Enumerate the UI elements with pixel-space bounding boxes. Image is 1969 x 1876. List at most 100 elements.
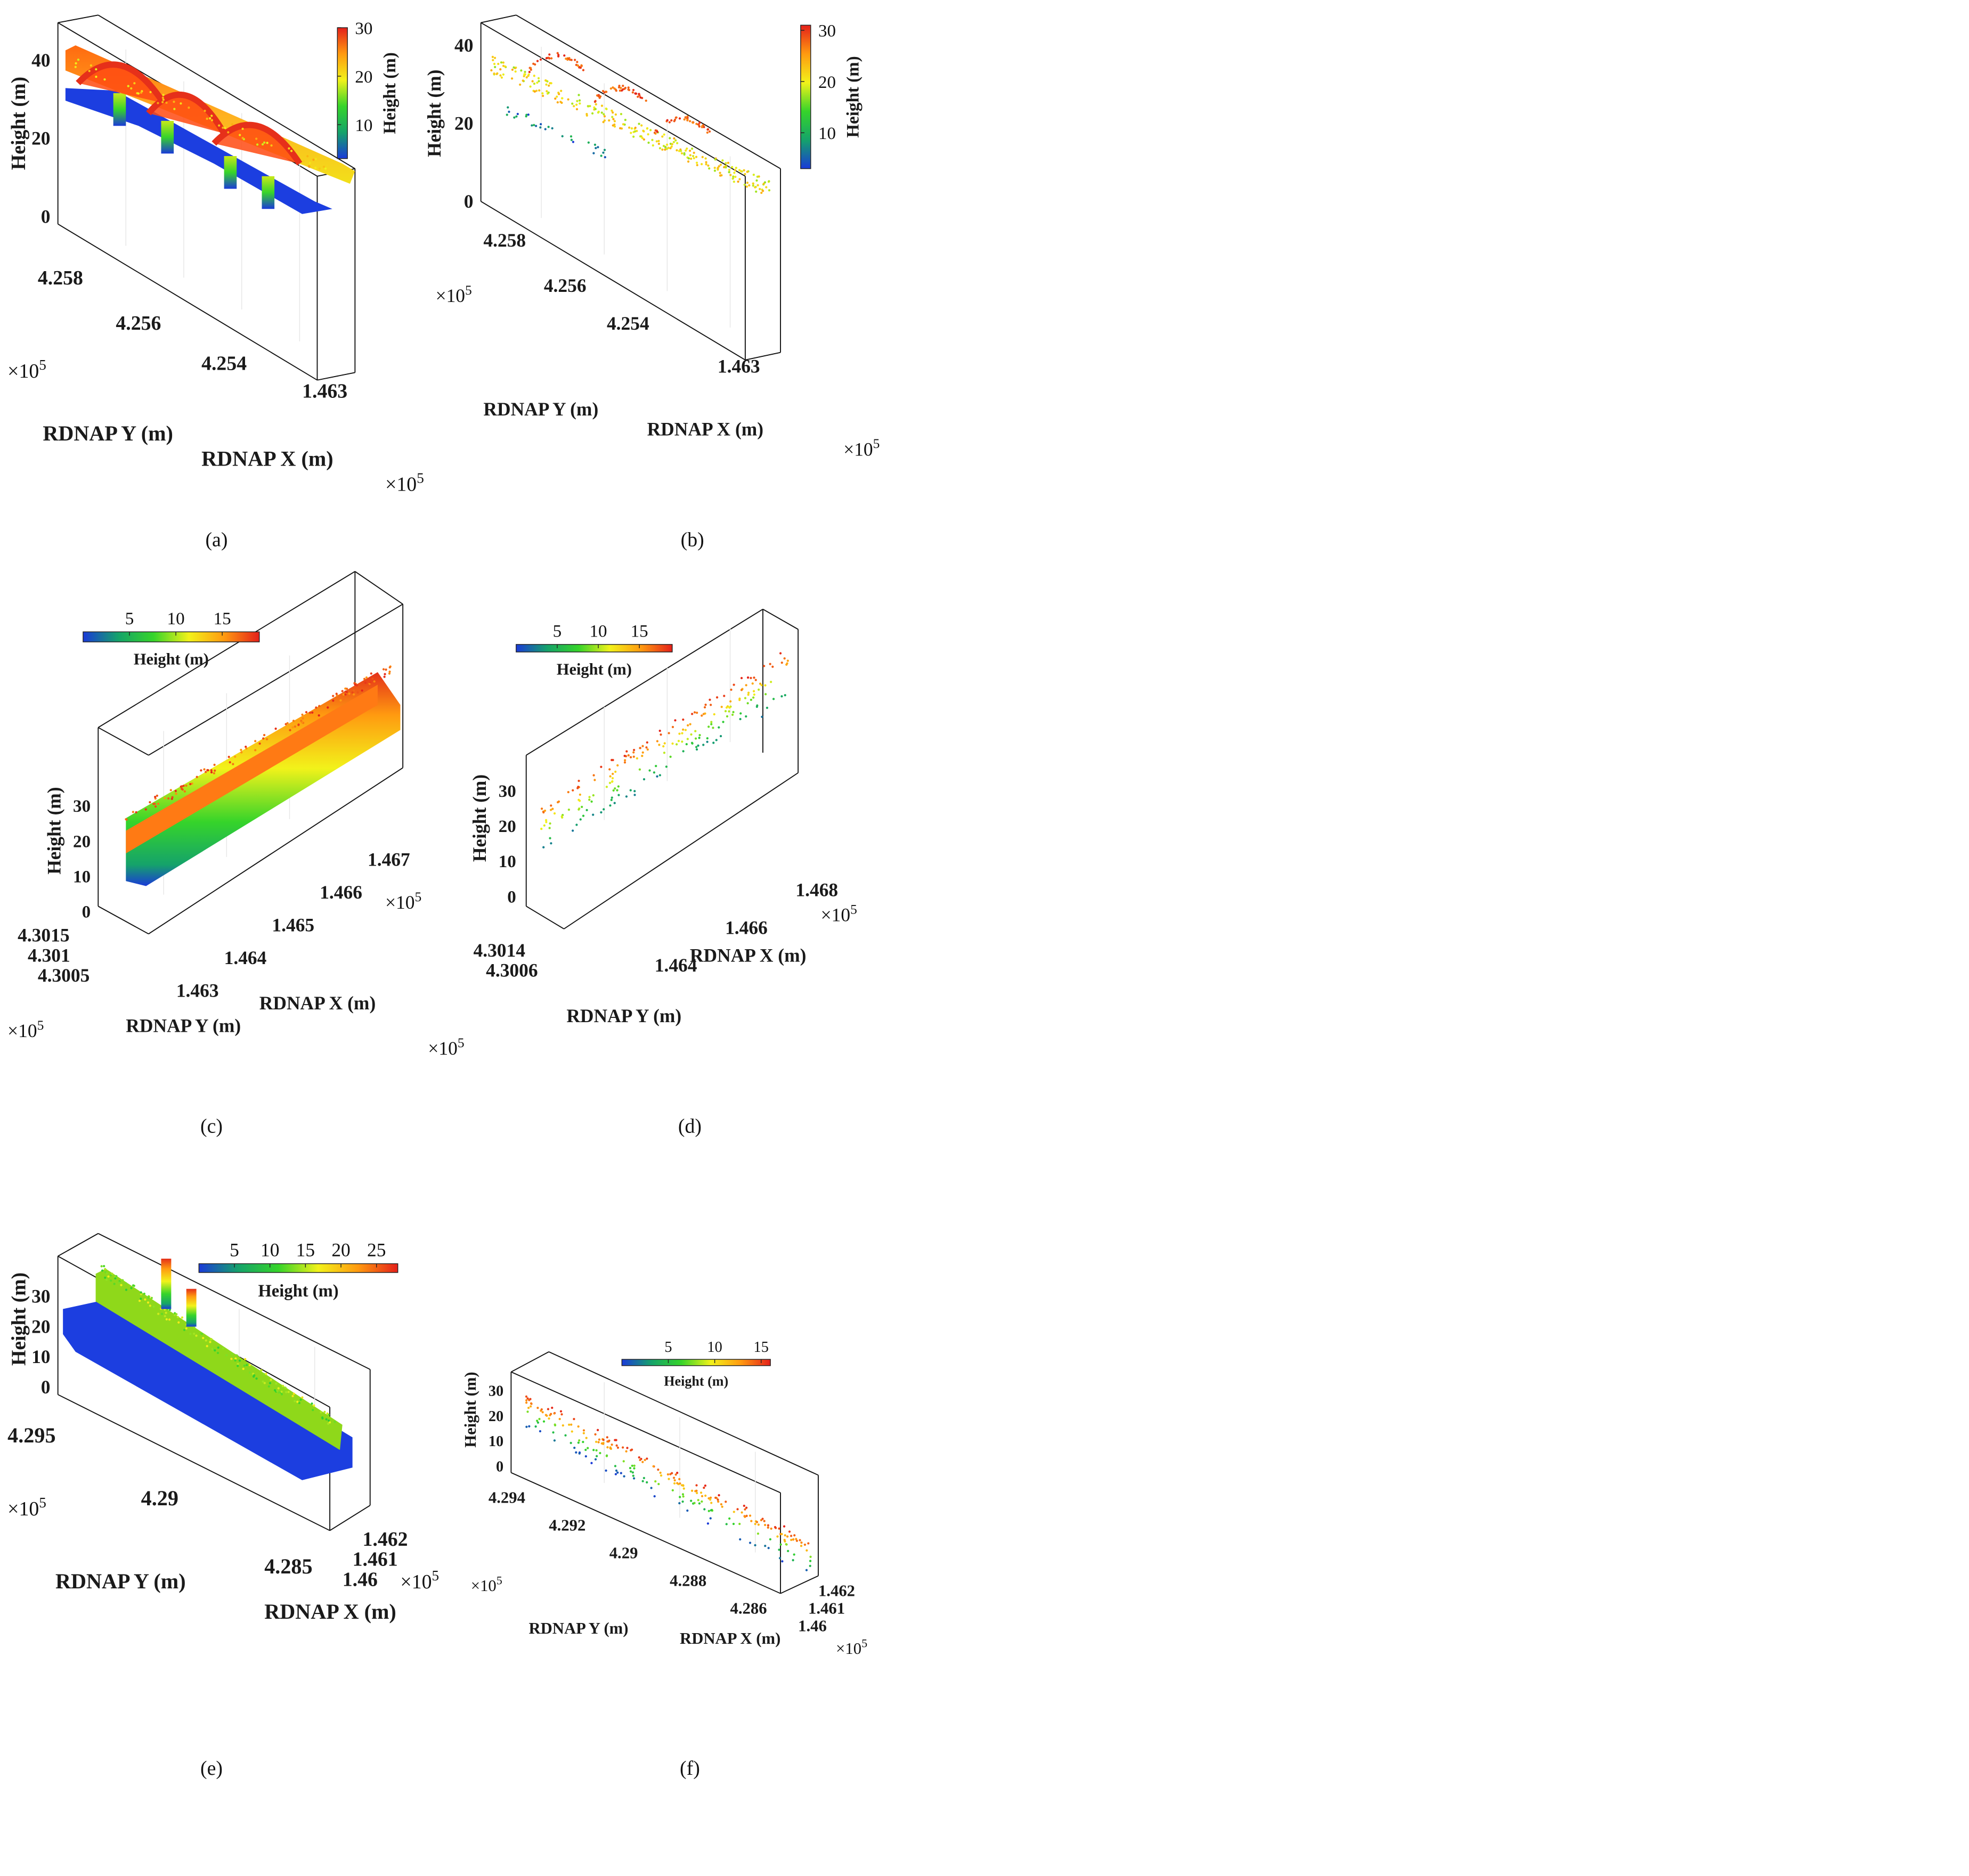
data-point (175, 1313, 178, 1316)
data-point (761, 715, 763, 718)
data-point (783, 657, 786, 660)
data-point (384, 673, 386, 675)
data-point (653, 1495, 656, 1498)
data-point (534, 1425, 537, 1428)
data-point (636, 757, 639, 760)
data-point (540, 123, 542, 126)
data-point (576, 64, 580, 67)
data-point (585, 114, 588, 117)
data-point (611, 796, 613, 799)
data-point (235, 1354, 238, 1357)
y-exponent: ×105 (7, 1017, 44, 1041)
data-point (650, 1487, 653, 1489)
colorbar-label: Height (m) (134, 650, 209, 668)
data-point (632, 1477, 636, 1480)
data-point (779, 652, 782, 655)
pier (161, 120, 174, 154)
data-point (364, 681, 367, 684)
data-point (592, 1449, 595, 1451)
data-point (573, 1447, 576, 1449)
data-point (557, 91, 560, 94)
data-point (315, 706, 318, 709)
data-point (546, 90, 548, 93)
data-point (755, 190, 758, 193)
data-point (754, 679, 757, 681)
data-point (662, 745, 665, 748)
data-point (704, 157, 707, 160)
data-point (625, 750, 628, 753)
data-point (617, 794, 620, 796)
data-point (540, 827, 543, 830)
data-point (675, 743, 678, 746)
data-point (150, 1296, 153, 1299)
data-point (739, 170, 742, 173)
data-point (225, 1353, 228, 1357)
data-point (243, 1364, 246, 1367)
data-point (678, 117, 681, 120)
data-point (538, 1417, 541, 1421)
data-point (263, 733, 266, 737)
z-tick-label: 20 (489, 1408, 503, 1425)
data-point (634, 92, 637, 95)
data-point (664, 148, 666, 151)
data-point (695, 1484, 698, 1487)
data-point (533, 75, 535, 77)
data-point (547, 91, 550, 94)
data-point (538, 80, 540, 83)
pier (262, 176, 275, 209)
data-point (744, 1515, 746, 1518)
data-point (388, 666, 391, 668)
data-point (227, 131, 230, 134)
data-point (499, 74, 502, 77)
data-point (733, 1511, 735, 1513)
data-point (539, 1430, 542, 1433)
data-point (646, 1457, 648, 1460)
data-point (154, 795, 157, 798)
data-point (536, 60, 539, 62)
data-point (286, 722, 289, 724)
data-point (274, 727, 277, 730)
data-point (771, 665, 774, 668)
data-point (344, 687, 347, 690)
data-point (590, 1462, 593, 1464)
data-point (672, 1477, 676, 1479)
data-point (616, 1446, 620, 1449)
data-point (212, 1348, 215, 1350)
data-point (667, 146, 670, 149)
data-point (528, 1399, 531, 1401)
data-point (296, 1400, 299, 1403)
data-point (753, 676, 755, 679)
data-point (806, 1549, 808, 1552)
data-point (118, 1281, 120, 1284)
data-point (669, 137, 671, 140)
data-point (210, 115, 213, 117)
data-point (689, 120, 691, 123)
data-point (227, 755, 230, 758)
data-point (758, 688, 760, 691)
x-tick-label: 1.467 (368, 849, 410, 870)
data-point (579, 102, 581, 105)
data-point (543, 824, 546, 827)
data-point (143, 1292, 145, 1295)
data-point (697, 1499, 699, 1502)
data-point (514, 70, 517, 73)
data-point (600, 811, 603, 814)
data-point (103, 78, 106, 81)
data-point (770, 1527, 772, 1530)
data-point (750, 1520, 753, 1522)
caption-c: (c) (200, 1115, 223, 1138)
data-point (686, 738, 689, 740)
data-point (313, 1404, 315, 1407)
data-point (578, 1452, 581, 1455)
z-tick-label: 0 (507, 887, 516, 907)
data-point (189, 782, 192, 786)
data-point (510, 77, 514, 80)
data-point (658, 147, 662, 150)
data-point (605, 1455, 608, 1457)
data-point (174, 1312, 176, 1315)
data-point (769, 1538, 772, 1540)
colorbar-label: Height (m) (844, 56, 863, 137)
data-point (592, 794, 595, 797)
data-point (701, 156, 704, 159)
data-point (320, 1411, 322, 1414)
